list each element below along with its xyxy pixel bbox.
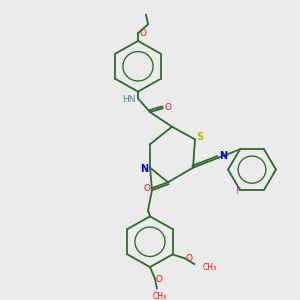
Text: F: F [236, 187, 241, 196]
Text: O: O [143, 184, 151, 193]
Text: O: O [140, 28, 146, 38]
Text: CH₃: CH₃ [202, 262, 217, 272]
Text: N: N [219, 151, 227, 161]
Text: S: S [196, 132, 204, 142]
Text: O: O [185, 254, 192, 263]
Text: O: O [155, 275, 163, 284]
Text: N: N [140, 164, 148, 174]
Text: CH₃: CH₃ [153, 292, 167, 300]
Text: O: O [164, 103, 172, 112]
Text: HN: HN [122, 95, 136, 104]
